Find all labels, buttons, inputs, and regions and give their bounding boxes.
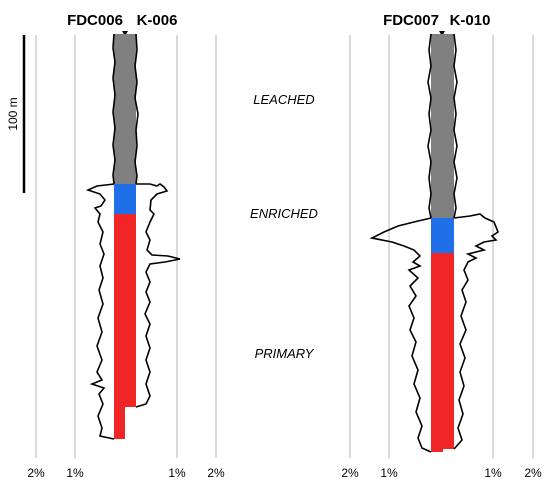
primary-column-left — [114, 214, 125, 439]
tick-label: 1% — [380, 466, 398, 480]
well-fdc006: FDC006 K-006 — [67, 12, 181, 440]
assay-profile-left — [369, 217, 432, 453]
zone-label-primary: PRIMARY — [255, 346, 315, 361]
leached-outline-left — [427, 33, 432, 219]
scale-bar-label: 100 m — [6, 97, 20, 130]
axis-tick-labels: 2% 1% 1% 2% 2% 1% 1% 2% — [27, 466, 542, 480]
scale-bar: 100 m — [6, 35, 26, 193]
leached-outline-left — [112, 33, 116, 185]
tick-label: 1% — [66, 466, 84, 480]
leached-outline-right — [134, 33, 139, 185]
primary-column-right — [443, 253, 454, 449]
primary-column-right — [125, 214, 136, 407]
assay-profile-right — [453, 213, 499, 450]
well-name: FDC006 — [67, 12, 123, 29]
enriched-column — [114, 184, 136, 214]
assay-profile-right — [135, 183, 181, 408]
leached-outline-right — [453, 33, 458, 219]
well-hole-id: K-010 — [450, 12, 491, 29]
tick-label: 2% — [524, 466, 542, 480]
primary-column-left — [431, 253, 443, 452]
zone-label-enriched: ENRICHED — [250, 206, 318, 221]
tick-label: 2% — [27, 466, 45, 480]
leached-column — [431, 34, 454, 218]
well-fdc007: FDC007 K-010 — [369, 12, 499, 453]
enriched-column — [431, 218, 454, 253]
leached-column — [114, 34, 125, 184]
well-name: FDC007 — [383, 12, 439, 29]
tick-label: 2% — [207, 466, 225, 480]
tick-label: 1% — [484, 466, 502, 480]
gridlines — [35, 35, 534, 458]
zone-label-leached: LEACHED — [253, 92, 314, 107]
collar-marker-icon — [439, 31, 445, 36]
leached-column-right — [125, 34, 136, 184]
tick-label: 2% — [341, 466, 359, 480]
well-hole-id: K-006 — [137, 12, 178, 29]
tick-label: 1% — [168, 466, 186, 480]
assay-profile-left — [85, 183, 115, 440]
collar-marker-icon — [122, 31, 128, 36]
